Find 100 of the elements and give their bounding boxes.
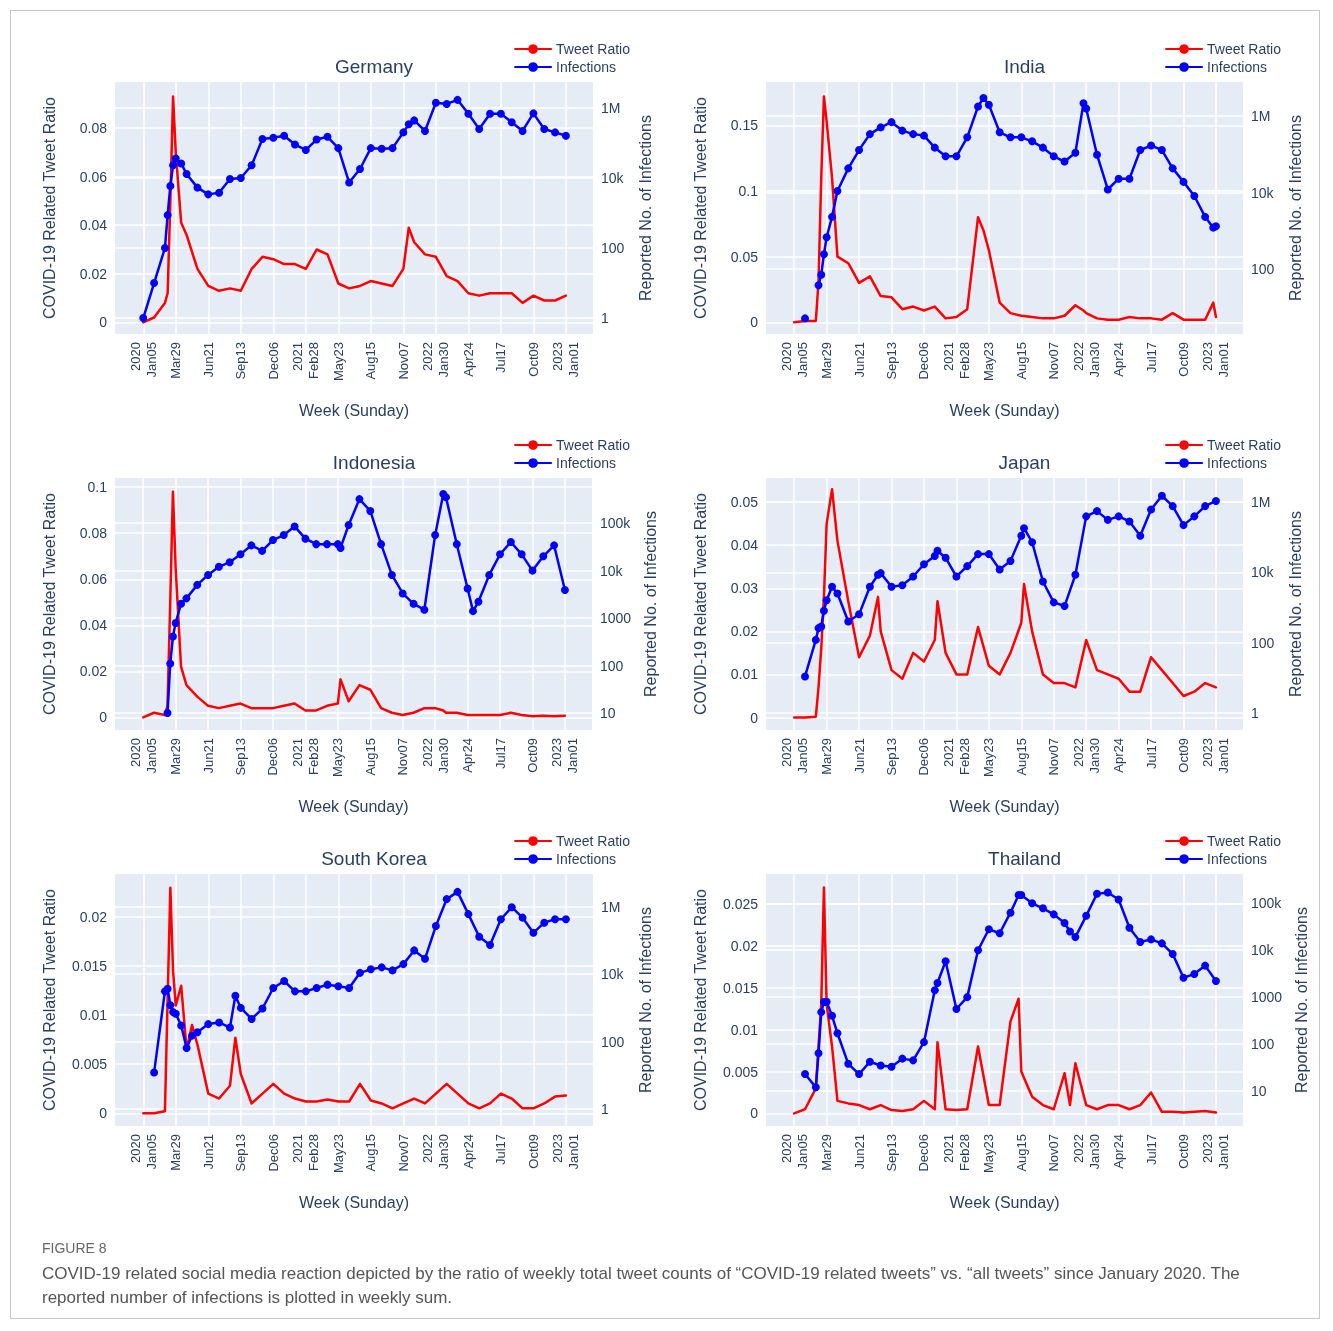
point [377, 540, 386, 549]
y-tick-label: 0.03 [730, 580, 759, 597]
x-tick-label: 2021 Feb28 [290, 1134, 322, 1171]
y-tick-label: 0.005 [722, 1063, 759, 1080]
point [334, 982, 343, 991]
x-tick-label: Apr24 [1111, 1134, 1127, 1169]
chart-title: Thailand [988, 848, 1061, 869]
point [1157, 146, 1166, 155]
x-tick-label: Dec06 [265, 1134, 281, 1172]
x-tick-label: Jun21 [851, 738, 867, 774]
y-tick-label: 0.08 [79, 120, 108, 137]
y2-tick-label: 10k [601, 169, 625, 186]
point [1017, 531, 1026, 540]
point [819, 606, 828, 615]
point [995, 128, 1004, 137]
point [399, 960, 408, 969]
y-tick-label: 0.02 [730, 623, 759, 640]
x-tick-label: May23 [330, 738, 346, 778]
point [182, 169, 191, 178]
point [431, 531, 440, 540]
chart-title: India [1003, 56, 1046, 77]
point [388, 144, 397, 153]
x-tick-label: Jun21 [200, 1134, 216, 1170]
y-tick-label: 0.005 [71, 1056, 108, 1073]
point [909, 130, 918, 139]
x-tick-label: Jul17 [493, 342, 509, 374]
point [995, 929, 1004, 938]
point [814, 281, 823, 290]
point [171, 154, 180, 163]
point [941, 152, 950, 161]
legend-label: Tweet Ratio [1207, 833, 1282, 849]
point [865, 582, 874, 591]
y2-axis-title: Reported No. of Infections [636, 115, 654, 301]
point [518, 913, 527, 922]
y-axis-title: COVID-19 Related Tweet Ratio [40, 888, 58, 1112]
legend-label: Tweet Ratio [556, 41, 631, 57]
point [431, 98, 440, 107]
point [1157, 491, 1166, 500]
point [898, 126, 907, 135]
point [453, 95, 462, 104]
point [166, 659, 175, 668]
point [963, 993, 972, 1002]
x-tick-label: Nov07 [395, 738, 411, 776]
point [1082, 104, 1091, 113]
legend-label: Tweet Ratio [1207, 437, 1282, 453]
point [876, 123, 885, 132]
point [1028, 899, 1037, 908]
point [177, 1021, 186, 1030]
point [214, 562, 223, 571]
point [1157, 939, 1166, 948]
y2-tick-label: 10k [601, 966, 625, 983]
point [247, 541, 256, 550]
x-tick-label: May23 [981, 342, 997, 382]
y2-tick-label: 10 [1251, 1083, 1267, 1100]
y-tick-label: 0.02 [730, 938, 759, 954]
point [1168, 502, 1177, 511]
x-tick-label: 2022 Jan30 [1070, 738, 1102, 774]
x-axis-title: Week (Sunday) [949, 401, 1060, 419]
x-tick-label: Aug15 [362, 738, 378, 776]
point [366, 506, 375, 515]
y-tick-label: 0.05 [730, 494, 759, 511]
point [1020, 524, 1028, 533]
point [801, 672, 810, 681]
point [801, 1070, 810, 1079]
x-tick-label: 2023 Jan01 [550, 342, 582, 378]
point [984, 550, 993, 559]
point [865, 1057, 874, 1066]
y-tick-label: 0 [99, 1105, 108, 1122]
x-tick-label: Dec06 [265, 342, 281, 380]
point [345, 984, 354, 992]
point [269, 133, 278, 142]
legend-label: Infections [1207, 59, 1268, 75]
point [150, 1068, 159, 1077]
point [312, 135, 321, 144]
point [1060, 157, 1069, 166]
y2-tick-label: 10k [1251, 564, 1275, 581]
point [819, 250, 828, 259]
point [1125, 923, 1134, 932]
point [930, 143, 939, 152]
legend-label: Infections [1207, 455, 1268, 471]
y-axis-title: COVID-19 Related Tweet Ratio [691, 888, 709, 1112]
y-axis-title: COVID-19 Related Tweet Ratio [691, 492, 709, 716]
point [1136, 146, 1145, 155]
y2-tick-label: 100k [599, 515, 632, 532]
point [828, 212, 837, 221]
point [933, 546, 942, 555]
point [974, 946, 983, 955]
x-tick-label: May23 [981, 738, 997, 778]
point [1082, 911, 1091, 920]
point [168, 632, 177, 641]
x-tick-label: Oct09 [525, 342, 541, 377]
point [1179, 973, 1188, 982]
x-tick-label: Aug15 [1013, 1134, 1029, 1172]
point [1103, 515, 1112, 524]
y2-tick-label: 100 [1251, 260, 1275, 277]
point [355, 495, 364, 504]
point [833, 186, 842, 195]
y-tick-label: 0.04 [79, 617, 108, 634]
point [496, 550, 505, 559]
point [258, 546, 267, 555]
